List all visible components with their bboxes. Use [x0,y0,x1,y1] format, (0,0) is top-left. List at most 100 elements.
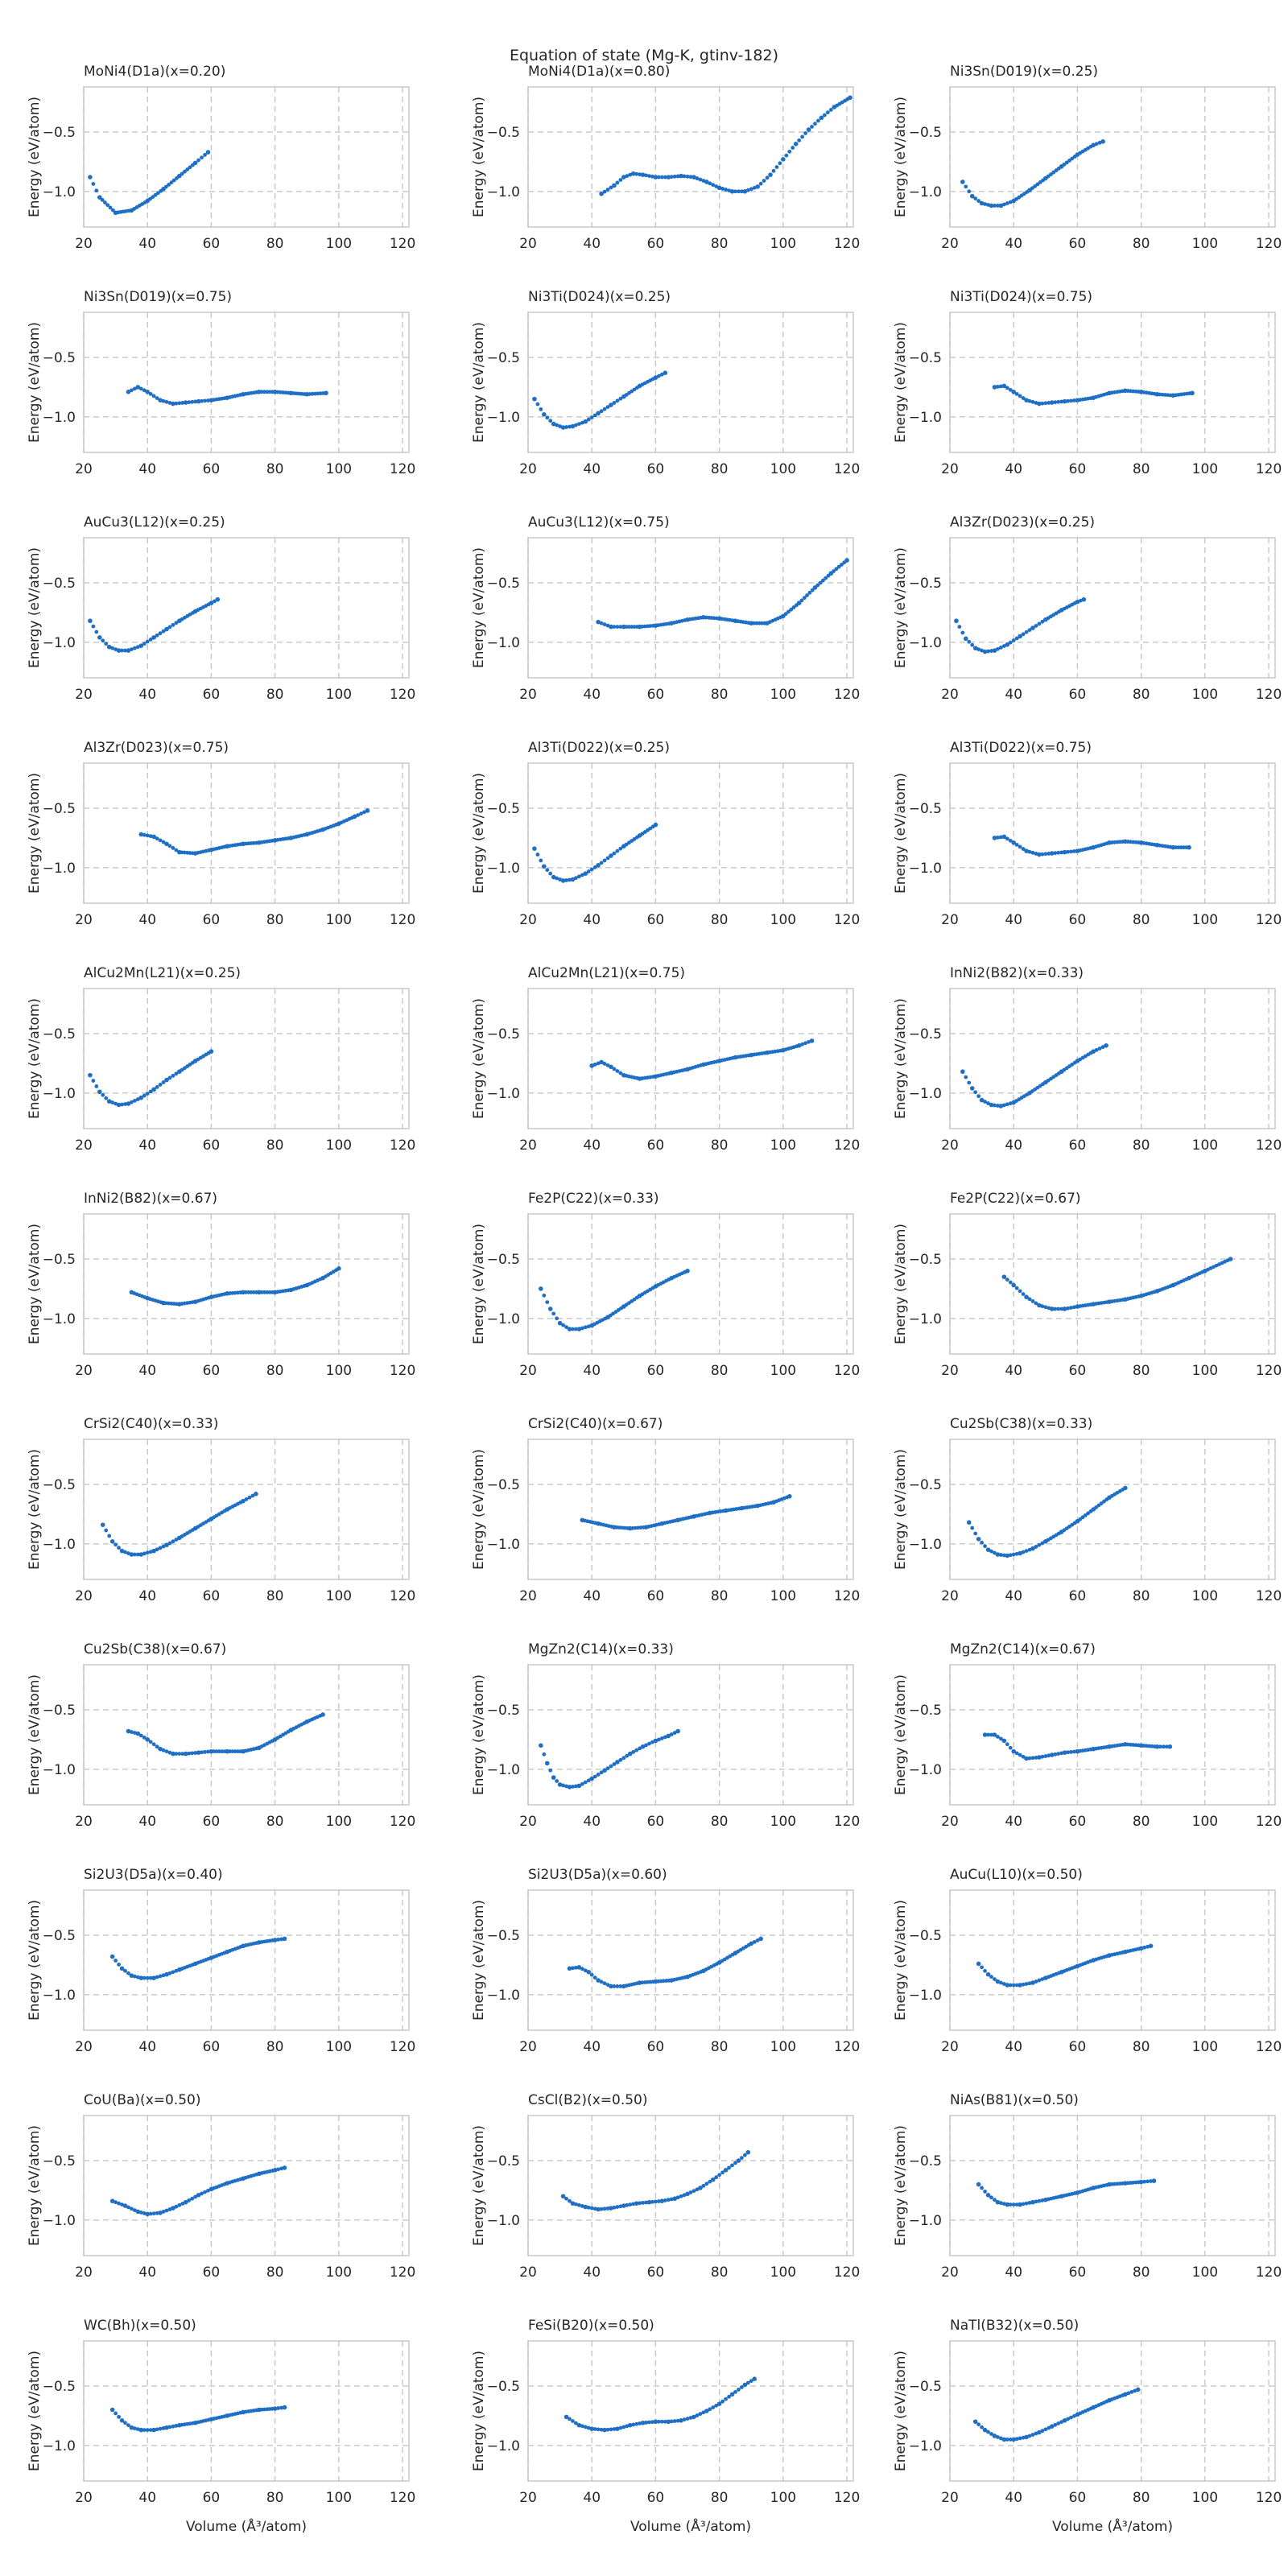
data-point [97,1089,102,1095]
data-point [982,1732,988,1737]
x-tick-label: 60 [203,687,221,703]
data-point-interp [138,1733,143,1738]
plot-frame [527,2115,854,2256]
data-point-interp [1080,1515,1085,1520]
data-point [282,2405,287,2410]
series-1 [126,1712,325,1757]
plot-frame [83,1889,410,2031]
data-point-interp [983,202,987,206]
y-axis-label: Energy (eV/atom) [471,97,487,217]
data-point-interp [1021,2202,1026,2207]
data-point [352,814,357,819]
data-point-interp [130,1100,134,1104]
x-tick-label: 60 [203,2039,221,2055]
data-point-interp [1001,1553,1006,1558]
data-point-interp [708,2179,712,2184]
x-tick-label: 40 [583,461,601,477]
data-point [539,1743,543,1748]
data-point-interp [265,1290,270,1294]
data-point-interp [602,189,607,194]
data-point [1024,1294,1029,1300]
x-tick-label: 60 [647,1814,665,1830]
data-point [564,2414,569,2420]
series-1 [109,1936,287,1980]
data-point-interp [730,2163,734,2168]
data-point-interp [964,184,968,189]
subplot-17: 20 40 60 80 100 120 −0.5 −1.0 Fe2P(C22)(x=0.33) E… [471,1191,860,1379]
data-point-interp [187,1751,192,1756]
data-point-interp [564,1325,568,1329]
data-point [109,1539,115,1544]
data-point-interp [193,1751,198,1755]
data-point [208,601,214,605]
data-point [532,396,537,402]
data-point-interp [663,2419,667,2424]
x-tick-label: 80 [1133,1363,1150,1379]
x-tick-label: 20 [75,2039,93,2055]
data-point-interp [820,578,825,583]
data-point-interp [132,1974,137,1979]
data-point [205,150,211,155]
data-point-interp [976,647,981,652]
data-point-interp [836,564,841,569]
data-point-interp [615,1984,620,1988]
data-point [576,2422,582,2428]
data-point-interp [996,836,1000,840]
data-point-interp [605,1063,610,1067]
data-point [819,115,824,121]
data-point [560,878,566,883]
data-point-interp [1056,1752,1061,1756]
data-point-interp [957,625,962,629]
data-point-interp [986,2429,990,2434]
data-point-interp [998,1980,1003,1985]
data-point [609,1984,613,1989]
subplot-title: CsCl(B2)(x=0.50) [528,2092,647,2108]
x-tick-label: 100 [1192,2264,1218,2281]
data-point-interp [580,2424,584,2429]
data-point-interp [155,1547,159,1552]
data-point-interp [659,2419,664,2424]
subplot-title: Ni3Ti(D024)(x=0.25) [528,289,671,305]
data-point-interp [155,633,159,638]
data-point-interp [246,1290,251,1294]
x-tick-label: 120 [834,236,860,252]
data-point [1018,634,1022,639]
x-tick-label: 120 [834,2490,860,2506]
data-point [1011,389,1017,394]
data-point-interp [592,1774,597,1779]
data-point [1138,1946,1144,1951]
data-point-interp [599,2427,604,2432]
data-point-interp [94,188,99,193]
data-point-interp [130,388,134,393]
data-point-interp [110,208,115,213]
data-point-interp [659,1736,664,1740]
x-tick-label: 80 [266,461,284,477]
data-point-interp [164,1749,169,1754]
data-point-interp [669,175,674,180]
x-tick-label: 80 [711,236,729,252]
data-point [282,2165,287,2170]
data-point [119,2417,125,2423]
data-point [710,2177,716,2182]
x-axis-label: Volume (Å³/atom) [630,2517,751,2535]
data-point-interp [145,1092,150,1096]
data-point-interp [316,391,320,396]
data-point-interp [612,1984,617,1988]
subplot-24: 20 40 60 80 100 120 −0.5 −1.0 MgZn2(C14)(x=0.67)… [893,1641,1282,1830]
data-point-interp [605,188,610,192]
subplot-title: CrSi2(C40)(x=0.33) [84,1416,218,1432]
data-point-interp [130,1730,134,1734]
data-point-interp [1021,632,1026,637]
x-tick-label: 60 [203,236,221,252]
data-point-interp [1043,1754,1048,1758]
data-point-interp [612,401,617,405]
y-tick-label: −1.0 [487,2438,520,2454]
data-point-interp [840,563,844,567]
data-point-interp [1021,1550,1026,1554]
x-tick-label: 40 [138,1588,156,1604]
y-tick-label: −0.5 [487,1252,520,1268]
data-point-interp [739,2385,744,2389]
data-point-interp [583,1968,588,1973]
x-tick-label: 40 [1005,2264,1022,2281]
data-point-interp [142,832,147,837]
